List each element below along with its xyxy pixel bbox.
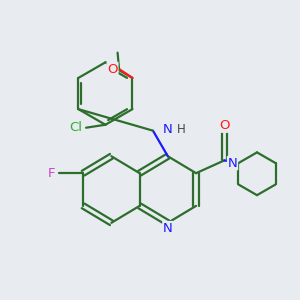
Text: N: N [163, 123, 173, 136]
Text: N: N [228, 157, 237, 169]
Text: H: H [177, 123, 186, 136]
Text: N: N [163, 222, 173, 235]
Text: O: O [219, 119, 230, 132]
Text: F: F [47, 167, 55, 180]
Text: Cl: Cl [69, 121, 82, 134]
Text: O: O [107, 62, 118, 76]
